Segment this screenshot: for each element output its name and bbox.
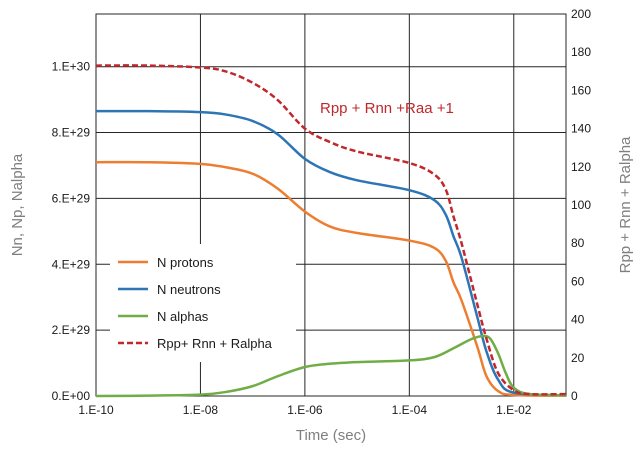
y-left-axis-title: Nn, Np, Nalpha <box>9 153 26 256</box>
plot-area-border <box>95 13 567 397</box>
legend-label: N alphas <box>157 309 209 324</box>
y-right-axis-title: Rpp + Rnn + Ralpha <box>617 136 634 273</box>
y-right-tick-label: 180 <box>571 45 591 59</box>
y-right-tick-label: 120 <box>571 160 591 174</box>
legend: N protons N neutrons N alphas Rpp+ Rnn + Ra… <box>110 244 296 362</box>
series-line-n-alphas <box>95 334 567 398</box>
y-left-tick-label: 0.E+00 <box>52 389 91 403</box>
x-tick-label: 1.E-02 <box>496 403 532 417</box>
y-right-tick-label: 60 <box>571 274 585 288</box>
x-tick-label: 1.E-10 <box>78 403 114 417</box>
legend-label: Rpp+ Rnn + Ralpha <box>157 336 273 351</box>
series-line-n-protons <box>95 160 567 397</box>
y-right-tick-label: 140 <box>571 122 591 136</box>
y-left-tick-label: 8.E+29 <box>52 126 91 140</box>
x-tick-label: 1.E-04 <box>392 403 428 417</box>
y-left-tick-label: 6.E+29 <box>52 191 91 205</box>
y-left-tick-label: 2.E+29 <box>52 323 91 337</box>
chart-annotation: Rpp + Rnn +Raa +1 <box>320 100 454 117</box>
x-axis-title: Time (sec) <box>296 427 366 444</box>
legend-label: N protons <box>157 255 214 270</box>
series-line-n-neutrons <box>95 109 567 397</box>
series-lines <box>95 64 567 398</box>
y-right-tick-label: 80 <box>571 236 585 250</box>
y-right-tick-label: 160 <box>571 83 591 97</box>
y-right-tick-label: 40 <box>571 313 585 327</box>
y-right-tick-label: 20 <box>571 351 585 365</box>
legend-label: N neutrons <box>157 282 221 297</box>
y-left-axis-ticks: 0.E+00 2.E+29 4.E+29 6.E+29 8.E+29 1.E+30 <box>52 60 91 403</box>
y-right-tick-label: 200 <box>571 7 591 21</box>
y-right-tick-label: 100 <box>571 198 591 212</box>
y-right-tick-label: 0 <box>571 389 578 403</box>
y-left-tick-label: 4.E+29 <box>52 257 91 271</box>
y-left-tick-label: 1.E+30 <box>52 60 91 74</box>
x-axis-ticks: 1.E-10 1.E-08 1.E-06 1.E-04 1.E-02 <box>78 403 531 417</box>
y-right-axis-ticks: 0 20 40 60 80 100 120 140 160 180 200 <box>571 7 591 403</box>
x-tick-label: 1.E-06 <box>287 403 323 417</box>
x-tick-label: 1.E-08 <box>183 403 219 417</box>
series-line-rpp-rnn-ralpha <box>95 64 567 396</box>
